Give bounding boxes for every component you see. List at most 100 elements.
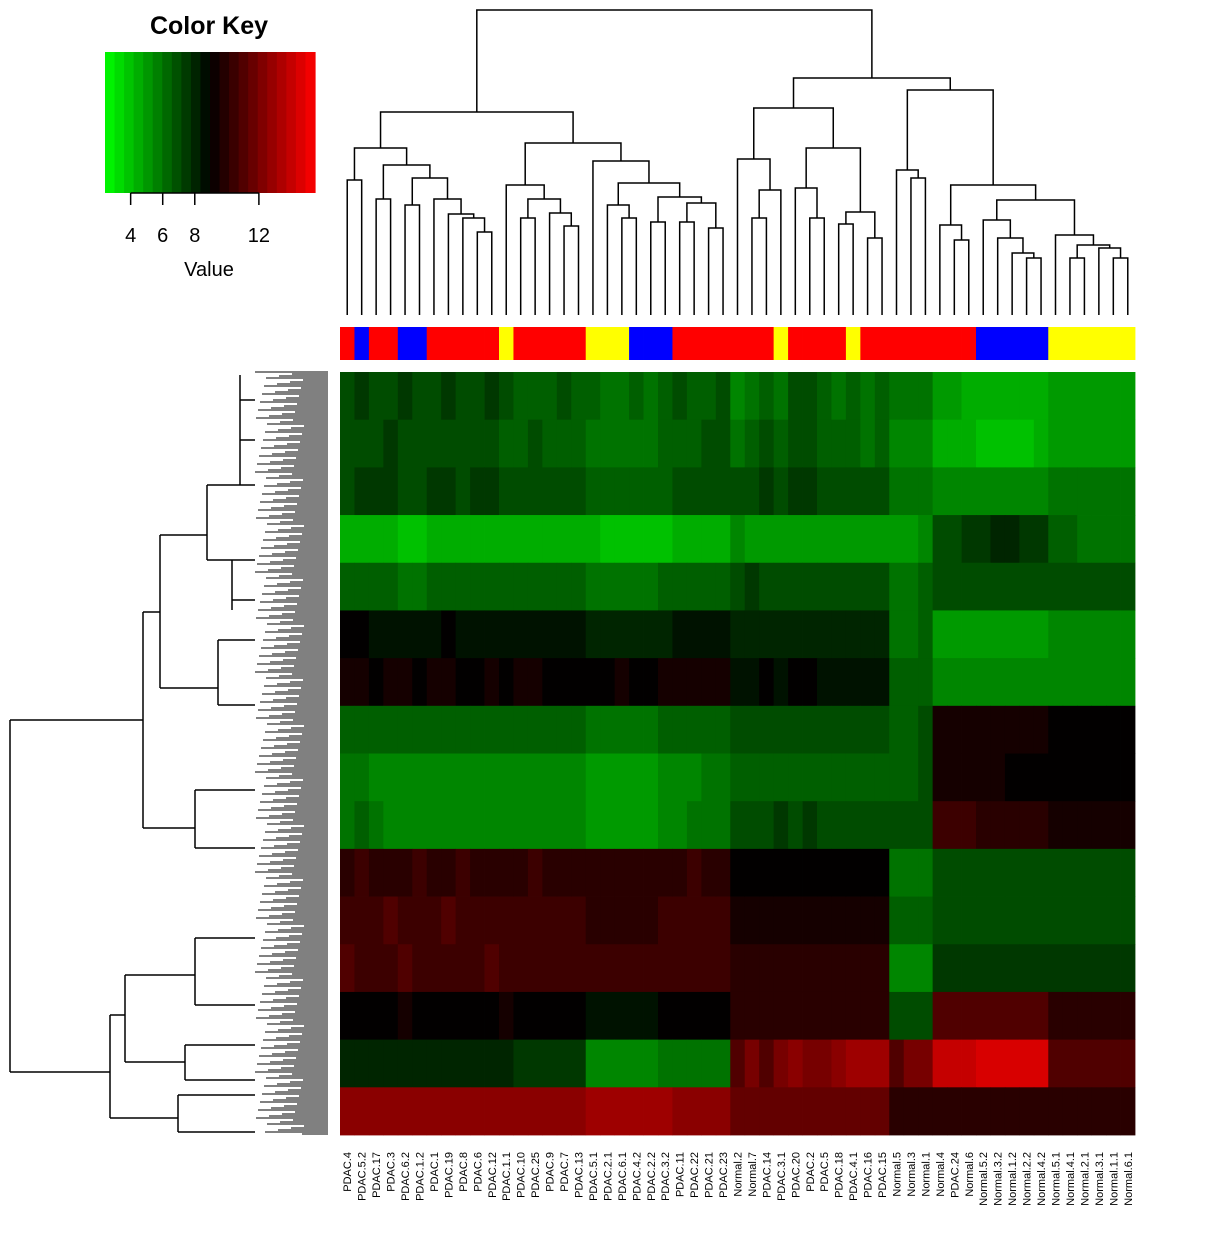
- heatmap-cell: [831, 419, 847, 468]
- heatmap-cell: [441, 705, 457, 754]
- heatmap-cell: [542, 944, 558, 993]
- column-side-color: [354, 327, 370, 360]
- heatmap-cell: [383, 753, 399, 802]
- heatmap-cell: [788, 944, 803, 993]
- heatmap-cell: [1091, 1087, 1107, 1136]
- heatmap-cell: [976, 705, 991, 754]
- heatmap-cell: [874, 848, 890, 897]
- column-side-color: [990, 327, 1006, 360]
- heatmap-cell: [412, 991, 428, 1041]
- heatmap-cell: [556, 1087, 572, 1136]
- heatmap-cell: [686, 658, 702, 707]
- heatmap-cell: [1004, 515, 1020, 564]
- heatmap-cell: [961, 562, 977, 611]
- heatmap-cell: [1004, 991, 1020, 1041]
- heatmap-cell: [903, 801, 919, 850]
- heatmap-cell: [1062, 372, 1078, 421]
- heatmap-cell: [831, 705, 847, 754]
- heatmap-cell: [412, 419, 428, 468]
- heatmap-cell: [918, 1039, 934, 1088]
- heatmap-cell: [470, 944, 485, 993]
- heatmap-cell: [629, 991, 644, 1041]
- heatmap-cell: [614, 1039, 630, 1088]
- heatmap-cell: [600, 1087, 616, 1136]
- heatmap-cell: [1004, 705, 1020, 754]
- heatmap-cell: [759, 801, 775, 850]
- heatmap-cell: [542, 467, 558, 516]
- heatmap-cell: [658, 705, 673, 754]
- heatmap-cell: [817, 562, 832, 611]
- row-dendrogram: [9, 375, 255, 1133]
- key-swatch: [276, 52, 287, 193]
- heatmap-cell: [672, 610, 688, 659]
- column-label: PDAC.6: [472, 1152, 484, 1192]
- key-swatch: [181, 52, 192, 193]
- heatmap-cell: [643, 896, 659, 945]
- heatmap-cell: [484, 705, 500, 754]
- heatmap-cell: [845, 419, 861, 468]
- heatmap-cell: [1106, 753, 1121, 802]
- heatmap-cell: [788, 467, 803, 516]
- heatmap-cell: [831, 753, 847, 802]
- heatmap-cell: [455, 705, 471, 754]
- heatmap-cell: [773, 610, 789, 659]
- heatmap-cell: [513, 658, 529, 707]
- heatmap-cell: [556, 515, 572, 564]
- heatmap-cell: [397, 1039, 413, 1088]
- heatmap-cell: [802, 610, 818, 659]
- heatmap-cell: [990, 705, 1006, 754]
- heatmap-cell: [1077, 801, 1093, 850]
- heatmap-cell: [715, 610, 731, 659]
- heatmap-cell: [701, 419, 717, 468]
- heatmap-cell: [600, 896, 616, 945]
- column-side-color: [744, 327, 760, 360]
- heatmap-cell: [383, 562, 399, 611]
- heatmap-cell: [773, 1039, 789, 1088]
- heatmap-cell: [1019, 991, 1035, 1041]
- heatmap-cell: [845, 991, 861, 1041]
- heatmap-cell: [903, 467, 919, 516]
- heatmap-cell: [961, 801, 977, 850]
- heatmap-cell: [947, 896, 962, 945]
- heatmap-cell: [1004, 848, 1020, 897]
- heatmap-cell: [426, 991, 442, 1041]
- heatmap-cell: [658, 848, 673, 897]
- heatmap-cell: [354, 848, 370, 897]
- key-swatch: [152, 52, 163, 193]
- heatmap-cell: [1091, 610, 1107, 659]
- heatmap-cell: [1033, 705, 1049, 754]
- heatmap-cell: [412, 753, 428, 802]
- heatmap-cell: [961, 705, 977, 754]
- heatmap-cell: [455, 1087, 471, 1136]
- heatmap-cell: [788, 801, 803, 850]
- column-label: PDAC.17: [371, 1152, 383, 1198]
- heatmap-cell: [860, 610, 876, 659]
- heatmap-cell: [1019, 610, 1035, 659]
- heatmap-cell: [802, 753, 818, 802]
- column-side-color: [874, 327, 890, 360]
- heatmap-cell: [614, 848, 630, 897]
- heatmap-cell: [961, 991, 977, 1041]
- heatmap-cell: [889, 705, 905, 754]
- heatmap-cell: [990, 419, 1006, 468]
- heatmap-cell: [1019, 896, 1035, 945]
- heatmap-cell: [1019, 467, 1035, 516]
- heatmap-cell: [1077, 419, 1093, 468]
- heatmap-cell: [918, 944, 934, 993]
- heatmap-cell: [1004, 658, 1020, 707]
- heatmap-cell: [1062, 801, 1078, 850]
- heatmap-cell: [614, 515, 630, 564]
- heatmap-cell: [614, 705, 630, 754]
- heatmap-cell: [961, 467, 977, 516]
- heatmap-cell: [643, 801, 659, 850]
- column-side-color: [1120, 327, 1136, 360]
- heatmap-cell: [412, 372, 428, 421]
- heatmap-cell: [383, 372, 399, 421]
- heatmap-cell: [354, 991, 370, 1041]
- column-label: Normal.4.1: [1065, 1152, 1077, 1206]
- key-swatch: [200, 52, 211, 193]
- heatmap-cell: [903, 896, 919, 945]
- column-label: PDAC.2: [805, 1152, 817, 1192]
- heatmap-cell: [354, 658, 370, 707]
- heatmap-cell: [484, 753, 500, 802]
